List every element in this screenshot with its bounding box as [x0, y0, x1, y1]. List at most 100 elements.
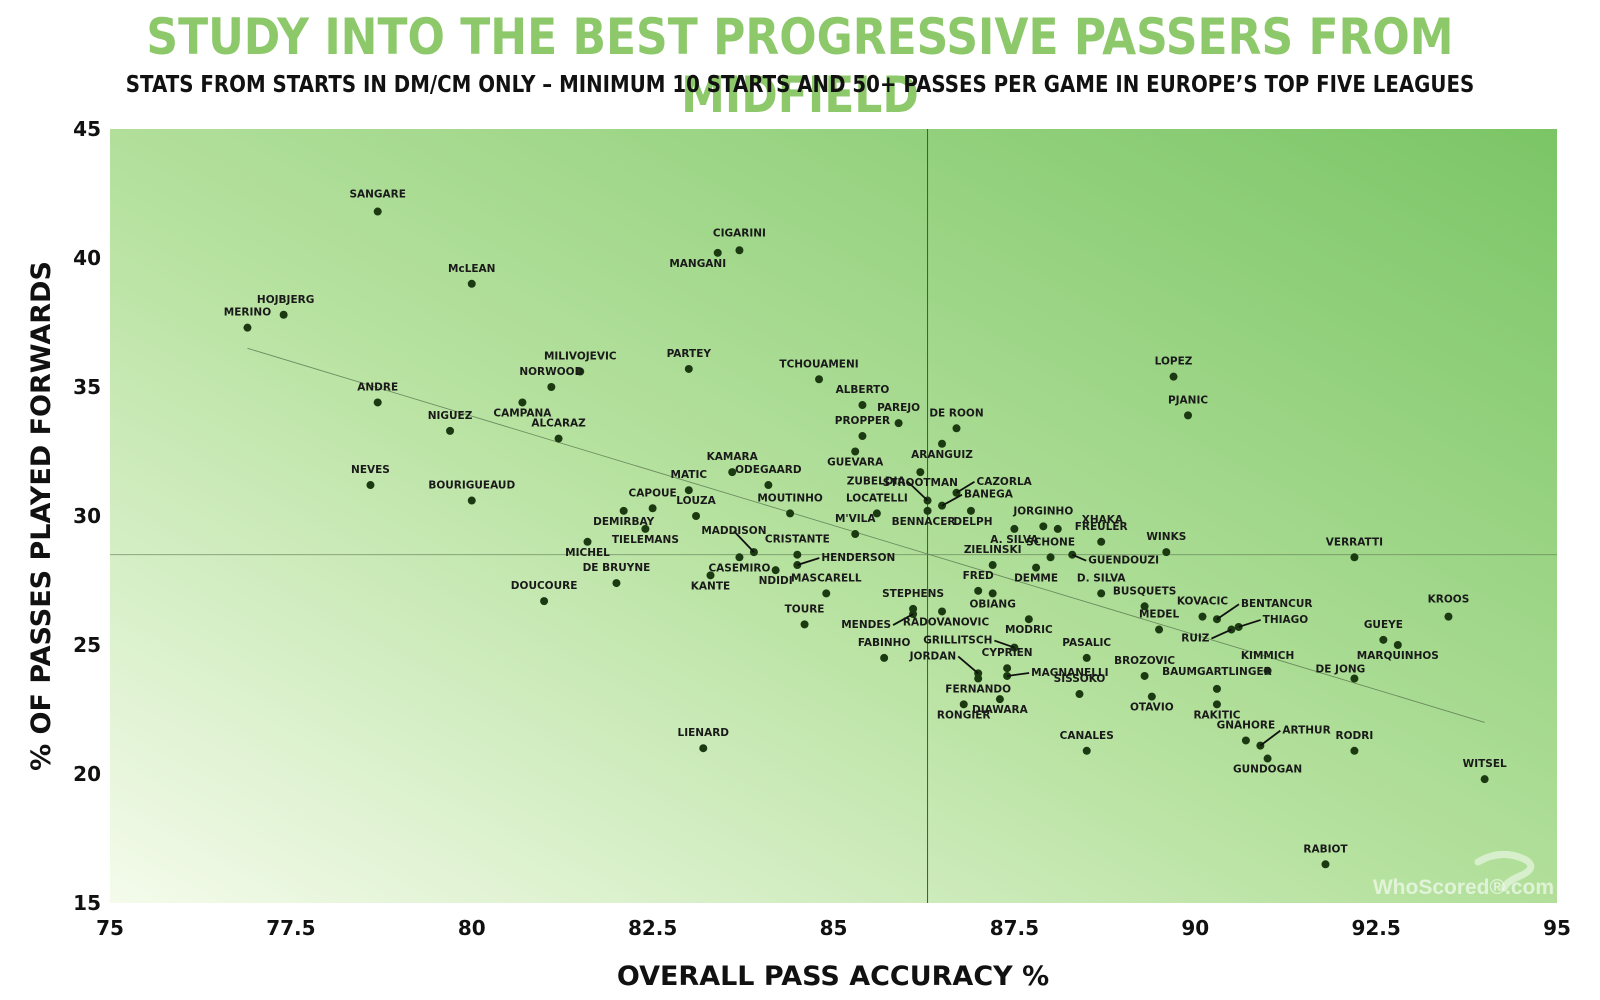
point-label: ALBERTO [836, 384, 890, 396]
point-label: MAGNANELLI [1031, 667, 1108, 679]
y-tick-label: 25 [73, 633, 101, 657]
point-label: ZUBELDIA [847, 476, 907, 488]
data-point-ndidi: NDIDI [759, 566, 793, 587]
point-marker [1480, 775, 1489, 784]
data-point-mclean: McLEAN [448, 263, 495, 288]
point-label: RADOVANOVIC [903, 616, 990, 628]
data-point-cigarini: CIGARINI [713, 227, 766, 255]
data-point-doucoure: DOUCOURE [511, 580, 577, 606]
data-point-propper: PROPPER [835, 415, 890, 441]
point-label: VERRATTI [1326, 536, 1383, 548]
point-marker [851, 530, 860, 539]
data-point-hojbjerg: HOJBJERG [257, 294, 314, 319]
leader-line [1211, 628, 1232, 640]
point-marker [1155, 625, 1164, 634]
data-point-matic: MATIC [671, 469, 708, 495]
leader-line [994, 639, 1015, 649]
point-label: RABIOT [1303, 843, 1348, 855]
data-point-cazorla: CAZORLA [952, 476, 1033, 497]
point-label: LIENARD [678, 727, 730, 739]
point-label: PASALIC [1062, 637, 1111, 649]
data-point-kante: KANTE [691, 571, 730, 592]
data-point-gundogan: GUNDOGAN [1233, 754, 1302, 776]
point-marker [1184, 411, 1193, 420]
data-point-niguez: NIGUEZ [428, 410, 473, 435]
point-marker [279, 310, 288, 319]
point-marker [728, 468, 737, 477]
data-point-brozovic: BROZOVIC [1114, 655, 1175, 680]
point-label: KROOS [1428, 594, 1470, 606]
point-label: MEDEL [1139, 609, 1180, 621]
data-point-gnahore: GNAHORE [1217, 719, 1275, 745]
data-point-delph: DELPH [953, 506, 992, 528]
data-point-verratti: VERRATTI [1326, 536, 1383, 562]
leader-line [733, 530, 755, 553]
data-point-campana: CAMPANA [493, 398, 552, 419]
point-label: TOURE [785, 603, 825, 615]
point-label: JORGINHO [1012, 505, 1073, 517]
point-marker [1212, 684, 1221, 693]
point-label: LOCATELLI [846, 492, 908, 504]
data-points: SANGARE CIGARINI MANGANI McLEAN HOJBJERGMERI… [224, 189, 1507, 869]
point-label: TIELEMANS [612, 534, 679, 546]
point-marker [1024, 615, 1033, 624]
point-marker [547, 383, 556, 391]
data-point-witsel: WITSEL [1463, 758, 1507, 784]
point-marker [735, 246, 744, 255]
plot-area [110, 129, 1557, 903]
data-point-diawara: DIAWARA [972, 695, 1029, 716]
x-tick-label: 92.5 [1351, 916, 1400, 940]
data-point-bentancur: BENTANCUR [1212, 598, 1313, 624]
point-marker [815, 375, 824, 384]
point-marker [1321, 860, 1330, 869]
data-point-a-silva: A. SILVA [990, 524, 1039, 546]
trend-line [247, 347, 1485, 723]
data-point-henderson: HENDERSON [793, 552, 895, 570]
data-point-obiang: OBIANG [969, 589, 1016, 610]
point-marker [1241, 736, 1250, 745]
point-marker [916, 468, 925, 477]
data-point-mascarell: MASCARELL [791, 572, 862, 598]
point-marker [858, 432, 867, 441]
point-marker [1444, 612, 1453, 621]
data-point-kamara: KAMARA [707, 451, 759, 477]
data-point-demme: DEMME [1014, 563, 1058, 585]
data-point-bourigueaud: BOURIGUEAUD [428, 480, 515, 505]
point-marker [793, 550, 802, 559]
x-tick-label: 95 [1543, 916, 1571, 940]
point-label: PJANIC [1168, 394, 1208, 406]
point-label: SCHONE [1026, 536, 1075, 548]
point-marker [851, 447, 860, 456]
data-point-pasalic: PASALIC [1062, 637, 1111, 662]
point-marker [366, 481, 375, 490]
data-point-partey: PARTEY [667, 348, 711, 373]
point-marker [641, 524, 650, 533]
y-tick-label: 40 [73, 246, 101, 270]
point-marker [735, 553, 744, 562]
data-point-magnanelli: MAGNANELLI [1003, 667, 1108, 680]
point-marker [1350, 746, 1359, 755]
point-label: DE ROON [929, 407, 983, 419]
leader-line [1216, 603, 1240, 620]
point-label: MILIVOJEVIC [544, 351, 617, 363]
point-label: BANEGA [964, 489, 1014, 501]
point-label: GUENDOUZI [1088, 555, 1159, 567]
y-axis-title: % OF PASSES PLAYED FORWARDS [26, 261, 57, 771]
point-label: STROOTMAN [883, 477, 958, 489]
point-label: OBIANG [969, 598, 1015, 610]
point-marker [1032, 563, 1041, 572]
point-marker [648, 504, 657, 513]
point-label: OTAVIO [1130, 702, 1174, 714]
point-label: CAMPANA [493, 407, 552, 419]
data-point-andre: ANDRE [357, 381, 398, 407]
point-marker [959, 700, 968, 709]
point-label: MATIC [671, 469, 708, 481]
point-label: RODRI [1336, 730, 1374, 742]
point-label: CYPRIEN [982, 647, 1033, 659]
point-marker [713, 248, 722, 257]
point-marker [1393, 641, 1402, 649]
leader-line [956, 481, 975, 494]
point-label: CANALES [1060, 730, 1114, 742]
point-label: KAMARA [707, 451, 759, 463]
